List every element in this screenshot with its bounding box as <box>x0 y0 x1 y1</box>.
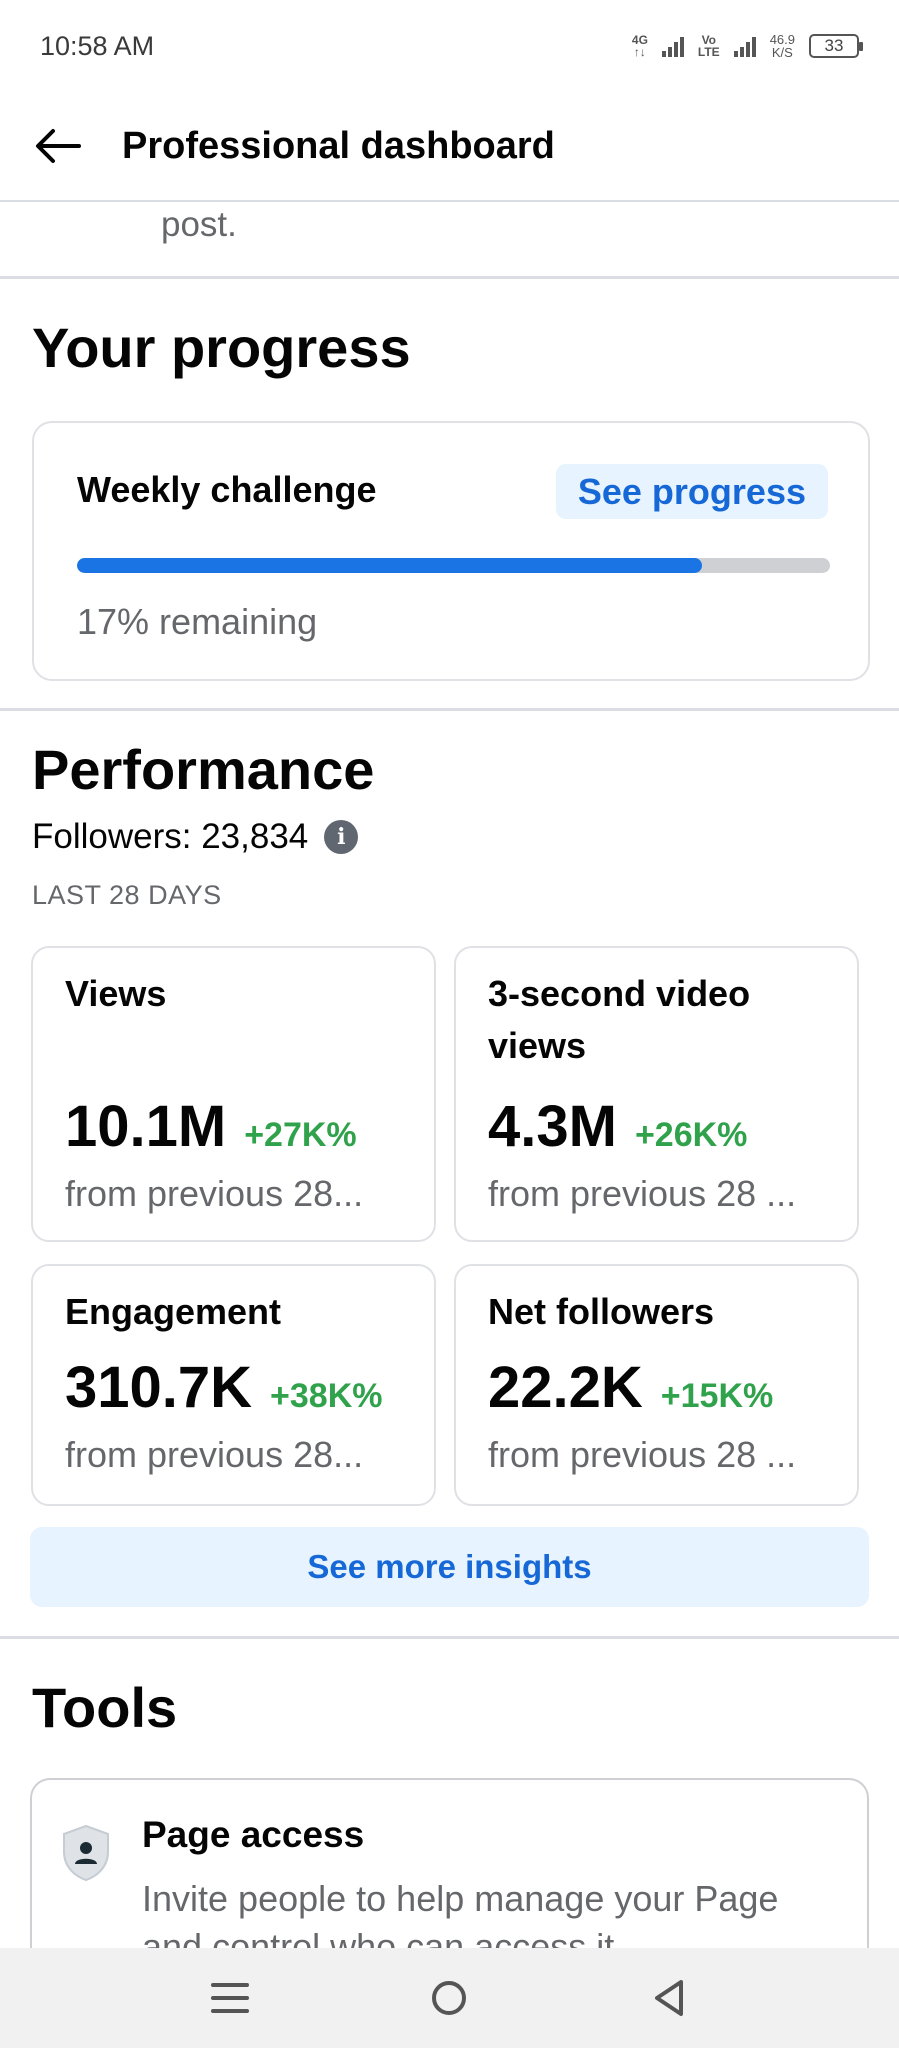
recent-apps-button[interactable] <box>195 1963 265 2033</box>
metric-card-net-followers[interactable]: Net followers 22.2K +15K% from previous … <box>454 1264 859 1506</box>
metric-value-row: 4.3M +26K% <box>488 1093 747 1160</box>
volte-top: Vo <box>701 33 717 47</box>
metric-comparison: from previous 28 ... <box>488 1173 797 1214</box>
system-back-button[interactable] <box>634 1963 704 2033</box>
section-divider <box>0 1636 899 1639</box>
volte-bottom: LTE <box>697 45 720 59</box>
metric-label: Views <box>65 973 167 1014</box>
progress-bar-fill <box>77 558 702 573</box>
performance-section-title: Performance <box>32 738 375 801</box>
section-divider <box>0 708 899 711</box>
network-4g-indicator: 4G ↑↓ <box>632 34 648 58</box>
weekly-challenge-card[interactable]: Weekly challenge See progress 17% remain… <box>32 421 870 681</box>
progress-bar <box>77 558 830 573</box>
metric-label: 3-second video views <box>488 973 751 1066</box>
metric-value: 22.2K <box>488 1355 643 1420</box>
followers-count-row: Followers: 23,834 i <box>32 817 359 857</box>
metric-label: Engagement <box>65 1291 282 1332</box>
progress-section-title: Your progress <box>32 316 411 379</box>
metric-comparison: from previous 28... <box>65 1173 364 1214</box>
metric-card-3s-video-views[interactable]: 3-second video views 4.3M +26K% from pre… <box>454 946 859 1242</box>
metric-value: 10.1M <box>65 1094 227 1159</box>
network-speed-value: 46.9 <box>769 32 795 47</box>
weekly-challenge-title: Weekly challenge <box>77 469 377 510</box>
metric-value: 4.3M <box>488 1094 617 1159</box>
metric-value-row: 22.2K +15K% <box>488 1354 773 1421</box>
volte-indicator: Vo LTE <box>698 34 720 58</box>
back-triangle-icon <box>655 1980 684 2016</box>
metric-change: +38K% <box>270 1377 383 1415</box>
info-icon[interactable]: i <box>324 820 359 854</box>
network-speed-unit: K/S <box>771 45 793 60</box>
metric-value-row: 10.1M +27K% <box>65 1093 357 1160</box>
tool-item-page-access[interactable]: Page access Invite people to help manage… <box>30 1778 869 2048</box>
app-header: Professional dashboard <box>0 92 899 202</box>
see-progress-button[interactable]: See progress <box>555 464 828 519</box>
home-button[interactable] <box>414 1963 484 2033</box>
system-nav-bar <box>0 1948 899 2048</box>
followers-count: Followers: 23,834 <box>32 817 309 856</box>
network-speed: 46.9 K/S <box>770 33 795 59</box>
arrow-left-icon <box>36 129 81 163</box>
metric-card-engagement[interactable]: Engagement 310.7K +38K% from previous 28… <box>31 1264 436 1506</box>
period-label: LAST 28 DAYS <box>32 880 222 910</box>
status-bar: 10:58 AM 4G ↑↓ Vo LTE 46.9 K/S 33 <box>0 0 899 92</box>
status-indicators: 4G ↑↓ Vo LTE 46.9 K/S 33 <box>632 33 863 59</box>
metric-card-views[interactable]: Views 10.1M +27K% from previous 28... <box>31 946 436 1242</box>
back-button[interactable] <box>28 116 88 176</box>
signal-2-icon <box>733 35 756 57</box>
tools-section-title: Tools <box>32 1676 178 1739</box>
network-4g-label: 4G <box>631 33 648 47</box>
tool-title: Page access <box>142 1814 365 1855</box>
status-time: 10:58 AM <box>40 30 155 61</box>
menu-icon <box>210 1983 249 2013</box>
metric-change: +27K% <box>244 1116 357 1154</box>
metric-comparison: from previous 28... <box>65 1434 364 1475</box>
metric-comparison: from previous 28 ... <box>488 1434 797 1475</box>
metric-value: 310.7K <box>65 1355 253 1420</box>
metric-change: +15K% <box>660 1377 774 1415</box>
battery-icon: 33 <box>809 34 863 58</box>
progress-remaining-text: 17% remaining <box>77 601 318 642</box>
section-divider <box>0 276 899 279</box>
page-title: Professional dashboard <box>122 124 555 167</box>
metric-label: Net followers <box>488 1291 715 1332</box>
see-more-insights-button[interactable]: See more insights <box>30 1527 869 1607</box>
metric-value-row: 310.7K +38K% <box>65 1354 383 1421</box>
metric-change: +26K% <box>634 1116 748 1154</box>
home-circle-icon <box>432 1981 467 2015</box>
data-arrows-icon: ↑↓ <box>633 45 646 59</box>
battery-level: 33 <box>824 36 844 55</box>
shield-person-icon <box>63 1824 109 1882</box>
signal-1-icon <box>661 35 684 57</box>
post-text-fragment: post. <box>161 205 237 244</box>
